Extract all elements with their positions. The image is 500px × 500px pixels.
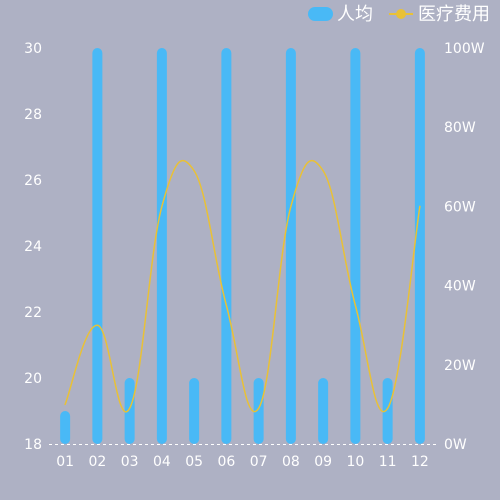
- bar[interactable]: [285, 48, 296, 444]
- x-tick-label: 04: [153, 454, 171, 470]
- y-right-tick-label: 60W: [444, 199, 476, 215]
- bar[interactable]: [124, 378, 135, 444]
- right-axis-ticks: 0W 20W 40W 60W 80W 100W: [444, 41, 485, 453]
- left-axis-ticks: 18 20 22 24 26 28 30: [24, 41, 42, 453]
- y-left-tick-label: 30: [24, 41, 42, 57]
- y-right-tick-label: 20W: [444, 358, 476, 374]
- x-tick-label: 12: [411, 454, 429, 470]
- bar[interactable]: [414, 48, 425, 444]
- x-tick-label: 11: [379, 454, 397, 470]
- y-left-tick-label: 18: [24, 437, 42, 453]
- legend-line-label: 医疗费用: [418, 4, 490, 25]
- y-right-tick-label: 80W: [444, 120, 476, 136]
- x-tick-label: 08: [282, 454, 300, 470]
- legend-line-marker: [396, 9, 406, 19]
- y-right-tick-label: 40W: [444, 279, 476, 295]
- bar[interactable]: [350, 48, 361, 444]
- y-left-tick-label: 26: [24, 173, 42, 189]
- x-axis-ticks: 01 02 03 04 05 06 07 08 09 10 11 12: [56, 454, 429, 470]
- y-left-tick-label: 24: [24, 239, 42, 255]
- legend[interactable]: 人均 医疗费用: [308, 4, 490, 25]
- x-tick-label: 05: [185, 454, 203, 470]
- bar[interactable]: [60, 411, 71, 444]
- x-tick-label: 02: [88, 454, 106, 470]
- x-tick-label: 10: [346, 454, 364, 470]
- legend-item-medical-expense[interactable]: 医疗费用: [389, 4, 490, 25]
- bar[interactable]: [92, 48, 103, 444]
- x-tick-label: 01: [56, 454, 74, 470]
- x-tick-label: 09: [314, 454, 332, 470]
- bar[interactable]: [253, 378, 264, 444]
- bar[interactable]: [156, 48, 167, 444]
- y-right-tick-label: 100W: [444, 41, 485, 57]
- legend-item-per-capita[interactable]: 人均: [308, 4, 373, 25]
- bar[interactable]: [318, 378, 329, 444]
- legend-bar-swatch: [308, 7, 333, 21]
- y-right-tick-label: 0W: [444, 437, 467, 453]
- line-series: [64, 159, 421, 413]
- y-left-tick-label: 20: [24, 371, 42, 387]
- bar[interactable]: [382, 378, 393, 444]
- x-tick-label: 07: [250, 454, 268, 470]
- legend-bar-label: 人均: [337, 4, 373, 25]
- bar[interactable]: [221, 48, 232, 444]
- y-left-tick-label: 28: [24, 107, 42, 123]
- x-tick-label: 03: [121, 454, 139, 470]
- x-tick-label: 06: [217, 454, 235, 470]
- y-left-tick-label: 22: [24, 305, 42, 321]
- bar-series: [60, 48, 425, 444]
- bar[interactable]: [189, 378, 200, 444]
